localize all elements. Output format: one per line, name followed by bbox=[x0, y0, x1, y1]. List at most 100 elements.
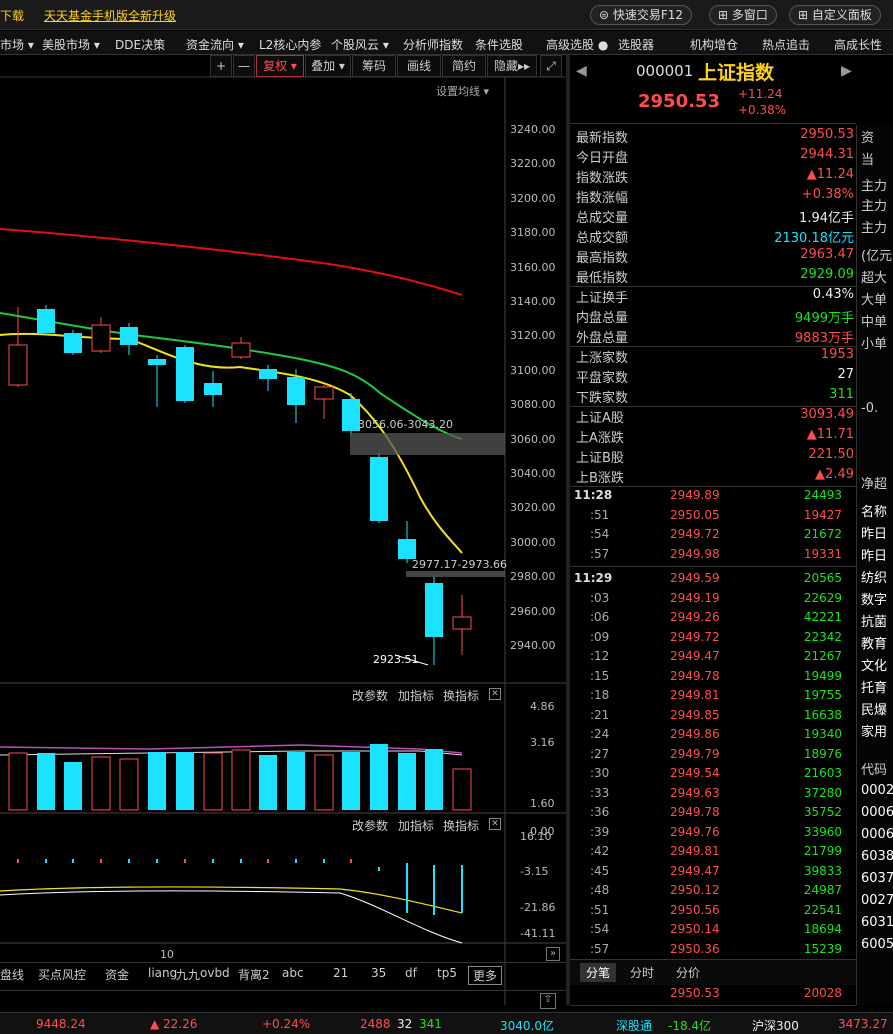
index-value: 9448.24 bbox=[36, 1017, 86, 1031]
close-icon[interactable]: ✕ bbox=[489, 818, 501, 830]
quote-row: 平盘家数 27 bbox=[576, 365, 854, 386]
ma-settings[interactable]: 设置均线 ▾ bbox=[436, 85, 490, 98]
volume-bar bbox=[176, 752, 194, 810]
custom-panel-button[interactable]: ⊞ 自定义面板 bbox=[789, 5, 881, 25]
tick-row: :15 2949.78 19499 bbox=[570, 667, 856, 686]
indicator-tab[interactable]: 买点风控 bbox=[38, 968, 87, 982]
fuquan-button[interactable]: 复权 ▾ bbox=[256, 55, 304, 77]
ind-param-button[interactable]: 改参数 bbox=[352, 819, 389, 833]
indicator-tab[interactable]: df bbox=[405, 966, 417, 980]
vol-param-button[interactable]: 改参数 bbox=[352, 689, 389, 703]
menu-item-dde[interactable]: DDE决策 bbox=[115, 38, 166, 52]
tick-time: :27 bbox=[590, 746, 610, 761]
indicator-tab[interactable]: liang bbox=[148, 966, 178, 980]
menu-item-selector[interactable]: 选股器 bbox=[618, 38, 655, 52]
draw-button[interactable]: 画线 bbox=[397, 55, 441, 77]
scroll-right-icon[interactable]: » bbox=[546, 947, 560, 961]
menu-item-market[interactable]: 市场 ▾ bbox=[0, 38, 34, 52]
menu-item-fund-flow[interactable]: 资金流向 ▾ bbox=[186, 38, 244, 52]
fund-flow-item: -0. bbox=[861, 401, 879, 416]
ind-add-indicator[interactable]: 加指标 bbox=[398, 819, 435, 833]
tab-price[interactable]: 分价 bbox=[676, 966, 701, 980]
indicator-lines bbox=[0, 859, 463, 944]
close-icon[interactable]: ✕ bbox=[489, 688, 501, 700]
ind-switch-indicator[interactable]: 换指标 bbox=[443, 819, 480, 833]
tick-price: 2949.86 bbox=[670, 727, 720, 741]
menu-item-growth[interactable]: 高成长性 bbox=[834, 38, 883, 52]
tick-row: 11:29 2949.59 20565 bbox=[570, 569, 856, 588]
menu-item-advanced[interactable]: 高级选股 ● bbox=[546, 38, 609, 52]
sz-connect-label[interactable]: 深股通 bbox=[616, 1019, 653, 1033]
menu-item-us-market[interactable]: 美股市场 ▾ bbox=[42, 38, 100, 52]
menu-item-stock-news[interactable]: 个股风云 ▾ bbox=[331, 38, 389, 52]
indicator-tab[interactable]: 九九 bbox=[176, 968, 201, 982]
price-change: +11.24 bbox=[738, 87, 783, 101]
vol-add-indicator[interactable]: 加指标 bbox=[398, 689, 435, 703]
notice-link[interactable]: 天天基金手机版全新升级 bbox=[44, 9, 177, 23]
indicator-tab[interactable]: ovbd bbox=[200, 966, 230, 980]
expand-icon[interactable]: ⇧ bbox=[540, 993, 556, 1009]
menu-item-l2[interactable]: L2核心内参 bbox=[259, 38, 322, 52]
hs300-value: 3473.27 bbox=[838, 1017, 888, 1031]
zoom-out-button[interactable]: — bbox=[233, 55, 255, 77]
candle-body bbox=[425, 583, 443, 637]
volume-bar bbox=[231, 749, 251, 811]
volume-bar bbox=[37, 753, 55, 810]
vol-switch-indicator[interactable]: 换指标 bbox=[443, 689, 480, 703]
splitter[interactable] bbox=[566, 55, 570, 1005]
kline-chart[interactable] bbox=[0, 55, 566, 1005]
quote-value: 1.94亿手 bbox=[799, 211, 854, 226]
detail-tabs: 分笔 分时 分价 bbox=[570, 959, 856, 985]
menu-item-institution[interactable]: 机构增仓 bbox=[690, 38, 739, 52]
price-tick: 2960.00 bbox=[510, 604, 556, 618]
quote-row: 最低指数 2929.09 bbox=[576, 265, 854, 286]
tick-row: 2950.53 20028 bbox=[570, 984, 856, 1003]
tick-price: 2949.59 bbox=[670, 571, 720, 585]
download-link[interactable]: 下载 bbox=[0, 9, 25, 23]
next-stock-icon[interactable]: ▶ bbox=[841, 63, 852, 79]
quick-trade-button[interactable]: ⊜ 快速交易F12 bbox=[590, 5, 693, 25]
hs300-label[interactable]: 沪深300 bbox=[752, 1019, 799, 1033]
quote-value: ▲11.71 bbox=[806, 427, 854, 442]
indicator-tab[interactable]: tp5 bbox=[437, 966, 457, 980]
volume-tick: 4.86 bbox=[530, 700, 555, 713]
menu-item-hotspot[interactable]: 热点追击 bbox=[762, 38, 811, 52]
hide-button[interactable]: 隐藏▸▸ bbox=[487, 55, 537, 77]
tick-volume: 18976 bbox=[803, 746, 842, 761]
tick-time: :45 bbox=[590, 863, 610, 878]
simple-button[interactable]: 简约 bbox=[442, 55, 486, 77]
indicator-tab[interactable]: abc bbox=[282, 966, 304, 980]
prev-stock-icon[interactable]: ◀ bbox=[576, 63, 587, 79]
tick-row: :24 2949.86 19340 bbox=[570, 725, 856, 744]
quote-label: 指数涨幅 bbox=[576, 191, 629, 206]
chips-button[interactable]: 筹码 bbox=[352, 55, 396, 77]
tick-row: 11:28 2949.89 24493 bbox=[570, 486, 856, 505]
tab-minute[interactable]: 分时 bbox=[630, 966, 655, 980]
fund-flow-item: 净超 bbox=[861, 477, 888, 492]
quote-row: 总成交额 2130.18亿元 bbox=[576, 225, 854, 246]
kline-panel bbox=[0, 55, 566, 1005]
indicator-tab[interactable]: 更多 bbox=[468, 966, 503, 985]
tick-time: :24 bbox=[590, 727, 610, 741]
quote-row: 总成交量 1.94亿手 bbox=[576, 205, 854, 226]
fullscreen-icon[interactable]: ⤢ bbox=[540, 55, 562, 77]
indicator-tab[interactable]: 盘线 bbox=[0, 968, 25, 982]
menu-item-condition[interactable]: 条件选股 bbox=[475, 38, 524, 52]
price-tick: 3200.00 bbox=[510, 191, 556, 205]
overlay-button[interactable]: 叠加 ▾ bbox=[305, 55, 351, 77]
zoom-in-button[interactable]: + bbox=[210, 55, 232, 77]
tick-price: 2949.98 bbox=[670, 546, 720, 561]
quote-label: 上证A股 bbox=[576, 411, 624, 426]
indicator-tab[interactable]: 背离2 bbox=[238, 968, 270, 982]
multi-window-button[interactable]: ⊞ 多窗口 bbox=[709, 5, 777, 25]
indicator-tab[interactable]: 21 bbox=[333, 966, 349, 980]
indicator-tab[interactable]: 35 bbox=[371, 966, 387, 980]
fund-flow-item: 6038 bbox=[861, 849, 893, 864]
tab-tick[interactable]: 分笔 bbox=[580, 963, 617, 982]
tick-price: 2949.26 bbox=[670, 610, 720, 624]
menu-item-analyst[interactable]: 分析师指数 bbox=[403, 38, 464, 52]
tick-volume: 19340 bbox=[803, 727, 842, 741]
fund-flow-item: 0027 bbox=[861, 893, 893, 908]
indicator-tab[interactable]: 资金 bbox=[105, 968, 130, 982]
tick-price: 2949.19 bbox=[670, 590, 720, 605]
